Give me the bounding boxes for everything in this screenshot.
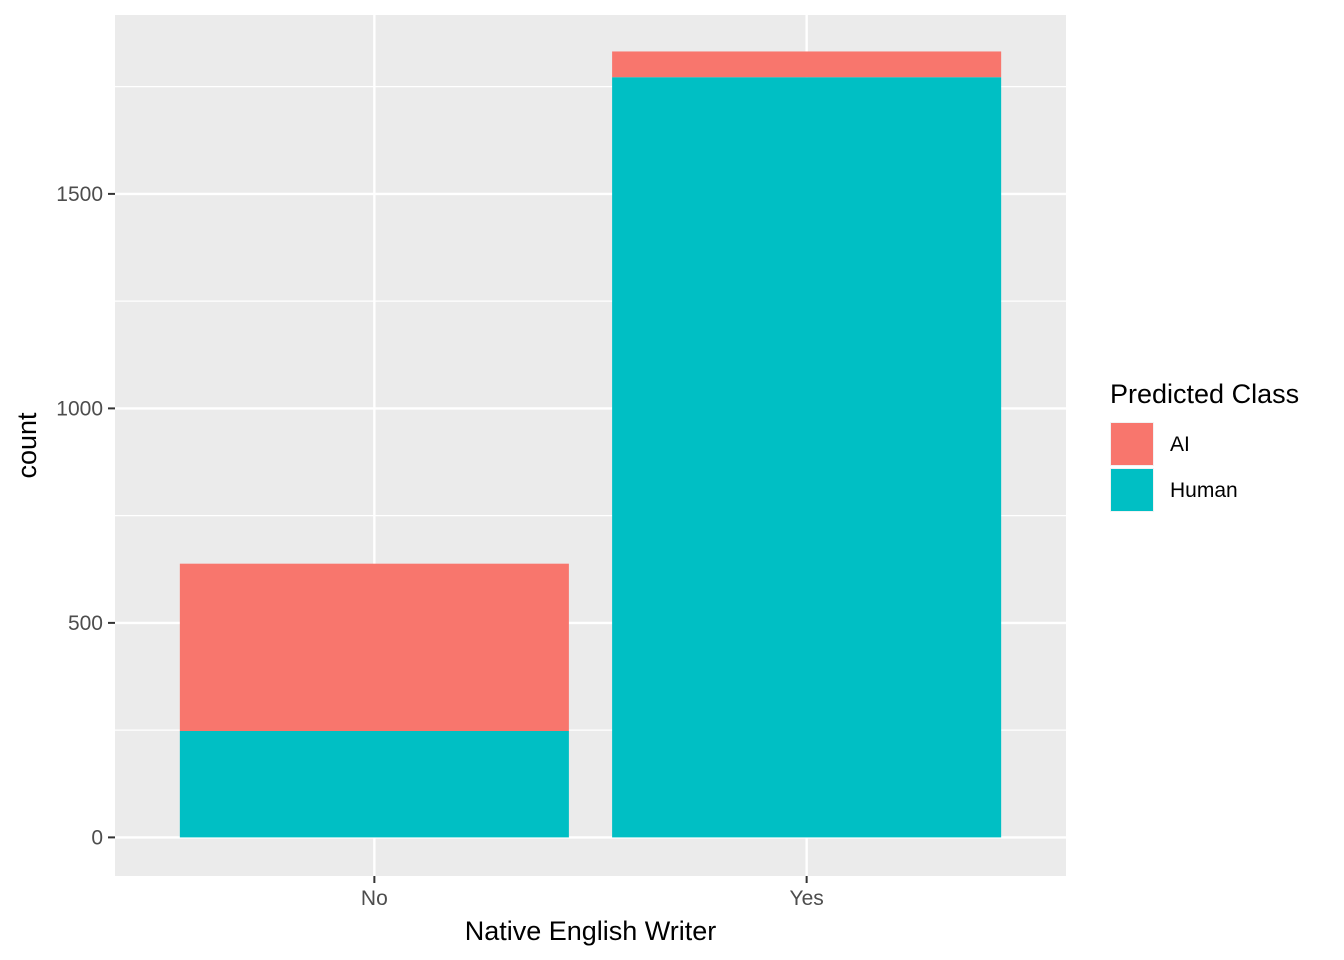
x-axis-title: Native English Writer: [465, 916, 717, 946]
bar-ai-no: [179, 563, 569, 731]
legend-swatch-ai: [1111, 423, 1153, 465]
legend-label-ai: AI: [1170, 433, 1190, 456]
legend-title: Predicted Class: [1110, 379, 1299, 409]
legend-label-human: Human: [1170, 479, 1238, 502]
bar-human-no: [179, 730, 569, 838]
legend-swatch-human: [1111, 469, 1153, 511]
x-axis: No Yes: [361, 876, 824, 910]
y-tick-label: 1000: [56, 397, 103, 420]
y-tick-label: 1500: [56, 183, 103, 206]
y-axis: 0 500 1000 1500: [56, 183, 115, 849]
x-tick-label: Yes: [790, 887, 824, 910]
y-tick-label: 500: [68, 612, 103, 635]
x-tick-label: No: [361, 887, 388, 910]
bar-ai-yes: [612, 51, 1002, 78]
legend-items: AI Human: [1110, 422, 1238, 512]
legend: Predicted Class AI Human: [1110, 379, 1299, 512]
y-tick-label: 0: [91, 826, 103, 849]
bar-human-yes: [612, 77, 1002, 838]
y-axis-title: count: [12, 412, 42, 479]
bars: [179, 51, 1002, 838]
